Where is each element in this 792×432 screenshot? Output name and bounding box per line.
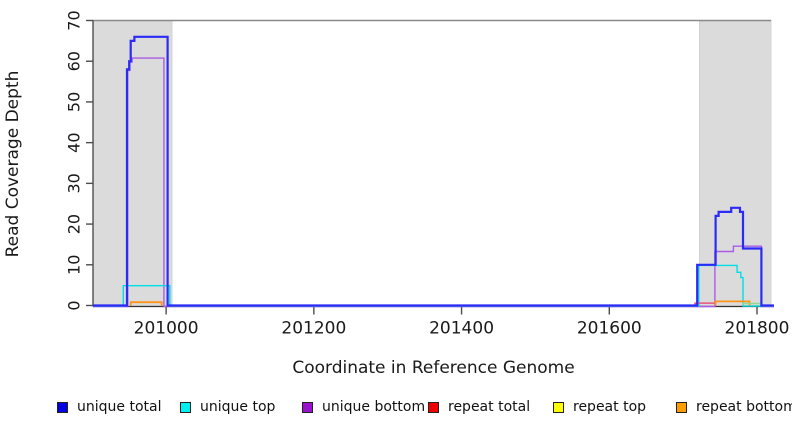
x-tick-label: 201600 — [577, 319, 642, 339]
x-tick-label: 201200 — [281, 319, 346, 339]
y-tick-label: 20 — [65, 214, 84, 234]
shaded-region — [92, 20, 173, 306]
series-unique-top — [93, 264, 774, 307]
shaded-region — [699, 20, 772, 306]
series-repeat-bottom — [129, 301, 163, 306]
y-tick-label: 70 — [65, 10, 84, 30]
series-unique-bottom — [93, 57, 774, 308]
y-axis-title: Read Coverage Depth — [3, 70, 23, 258]
x-tick-label: 201400 — [429, 319, 494, 339]
y-tick-label: 30 — [65, 173, 84, 193]
y-tick-label: 0 — [65, 300, 84, 310]
y-tick-label: 50 — [65, 92, 84, 112]
x-axis-title: Coordinate in Reference Genome — [292, 358, 575, 378]
y-tick-label: 40 — [65, 132, 84, 152]
series-unique-total — [93, 35, 774, 307]
x-tick-label: 201000 — [134, 319, 199, 339]
y-tick-label: 60 — [65, 51, 84, 71]
y-tick-label: 10 — [65, 255, 84, 275]
x-tick-label: 201800 — [725, 319, 790, 339]
